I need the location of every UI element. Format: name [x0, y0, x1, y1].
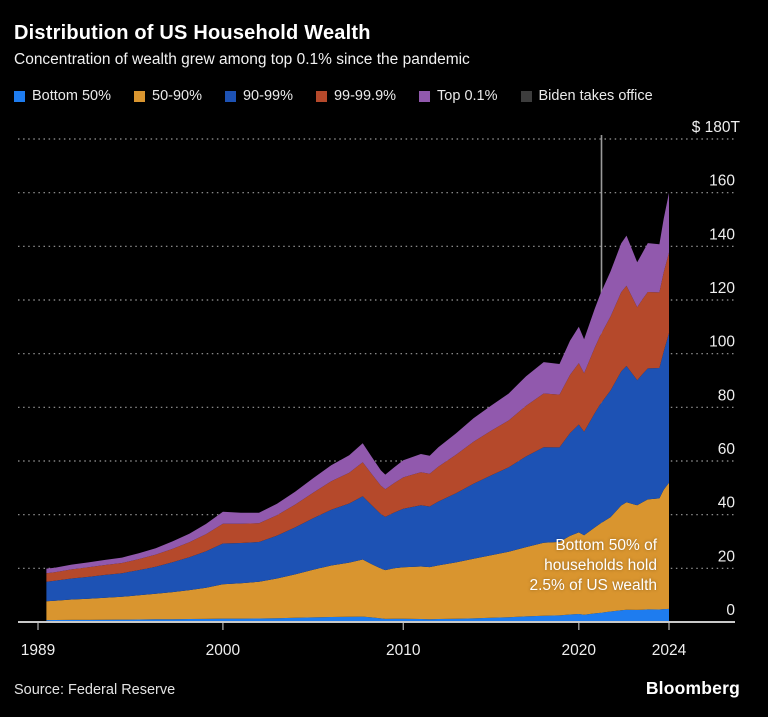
legend-swatch-icon [520, 90, 532, 102]
page-title: Distribution of US Household Wealth [14, 22, 371, 44]
legend-item-90-99: 90-99% [224, 88, 293, 104]
annotation-line: households hold [544, 557, 657, 574]
annotation-line: Bottom 50% of [555, 537, 657, 554]
legend-item-99-999: 99-99.9% [315, 88, 397, 104]
area-top-0-1- [46, 192, 669, 574]
source-credit: Source: Federal Reserve [14, 682, 176, 698]
legend-swatch-icon [134, 90, 145, 102]
y-tick-label: 20 [718, 548, 736, 565]
legend-item-bottom-50: Bottom 50% [14, 88, 111, 104]
legend-label: Biden takes office [538, 88, 653, 104]
legend-item-50-90: 50-90% [134, 88, 202, 104]
legend-swatch-icon [315, 90, 327, 102]
legend-swatch-icon [14, 90, 25, 102]
x-tick-label: 2020 [562, 642, 597, 659]
y-axis-top-label: $ 180T [692, 119, 741, 136]
bloomberg-logo: Bloomberg [645, 678, 740, 698]
y-tick-label: 140 [709, 226, 735, 243]
x-tick-label: 2000 [206, 642, 241, 659]
x-tick-label: 2024 [652, 642, 687, 659]
annotation-line: 2.5% of US wealth [529, 577, 657, 594]
legend-swatch-icon [224, 90, 236, 102]
chart-annotation: Bottom 50% of households hold 2.5% of US… [529, 536, 657, 596]
y-tick-label: 60 [718, 441, 736, 458]
area-90-99- [46, 333, 669, 602]
y-tick-label: 100 [709, 334, 735, 351]
chart-legend: Bottom 50% 50-90% 90-99% 99-99.9% Top 0.… [14, 88, 758, 104]
legend-label: 50-90% [152, 88, 202, 104]
area-50-90- [46, 482, 669, 621]
chart-subtitle: Concentration of wealth grew among top 0… [14, 51, 470, 68]
y-tick-label: 160 [709, 173, 735, 190]
legend-swatch-icon [419, 90, 431, 102]
area-bottom-50- [46, 608, 669, 622]
x-tick-label: 2010 [386, 642, 421, 659]
legend-label: 99-99.9% [333, 88, 397, 104]
legend-item-biden-takes-office: Biden takes office [520, 88, 653, 104]
y-tick-label: 80 [718, 387, 736, 404]
y-tick-label: 120 [709, 280, 735, 297]
area-99-99-9- [46, 252, 669, 582]
x-tick-label: 1989 [21, 642, 55, 659]
legend-item-top-01: Top 0.1% [419, 88, 498, 104]
y-tick-label: 40 [718, 495, 736, 512]
legend-label: 90-99% [242, 88, 293, 104]
legend-label: Bottom 50% [32, 88, 111, 104]
y-tick-label: 0 [726, 602, 735, 619]
legend-label: Top 0.1% [437, 88, 498, 104]
